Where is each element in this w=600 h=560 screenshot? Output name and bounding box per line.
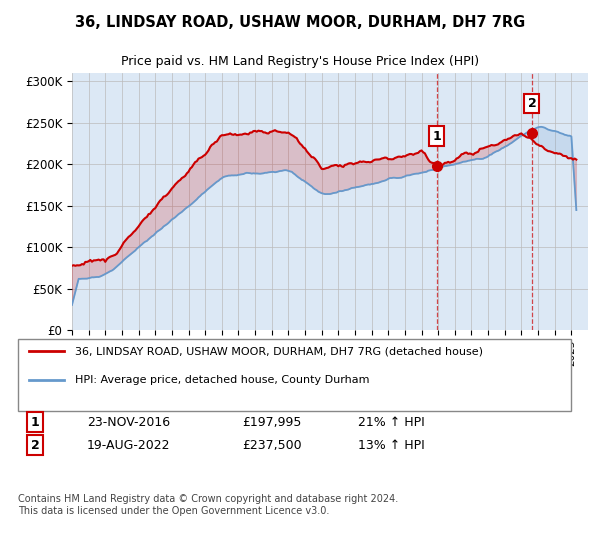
Text: £197,995: £197,995: [242, 416, 302, 429]
FancyBboxPatch shape: [18, 339, 571, 410]
Text: 1: 1: [31, 416, 40, 429]
Text: 36, LINDSAY ROAD, USHAW MOOR, DURHAM, DH7 7RG (detached house): 36, LINDSAY ROAD, USHAW MOOR, DURHAM, DH…: [76, 347, 484, 357]
Text: £237,500: £237,500: [242, 439, 302, 452]
Text: Price paid vs. HM Land Registry's House Price Index (HPI): Price paid vs. HM Land Registry's House …: [121, 55, 479, 68]
Text: 2: 2: [527, 97, 536, 110]
Text: HPI: Average price, detached house, County Durham: HPI: Average price, detached house, Coun…: [76, 375, 370, 385]
Text: 21% ↑ HPI: 21% ↑ HPI: [358, 416, 424, 429]
Text: 19-AUG-2022: 19-AUG-2022: [87, 439, 170, 452]
Text: Contains HM Land Registry data © Crown copyright and database right 2024.
This d: Contains HM Land Registry data © Crown c…: [18, 494, 398, 516]
Text: 2: 2: [31, 439, 40, 452]
Text: 36, LINDSAY ROAD, USHAW MOOR, DURHAM, DH7 7RG: 36, LINDSAY ROAD, USHAW MOOR, DURHAM, DH…: [75, 15, 525, 30]
Text: 13% ↑ HPI: 13% ↑ HPI: [358, 439, 424, 452]
Text: 23-NOV-2016: 23-NOV-2016: [87, 416, 170, 429]
Text: 1: 1: [432, 129, 441, 143]
